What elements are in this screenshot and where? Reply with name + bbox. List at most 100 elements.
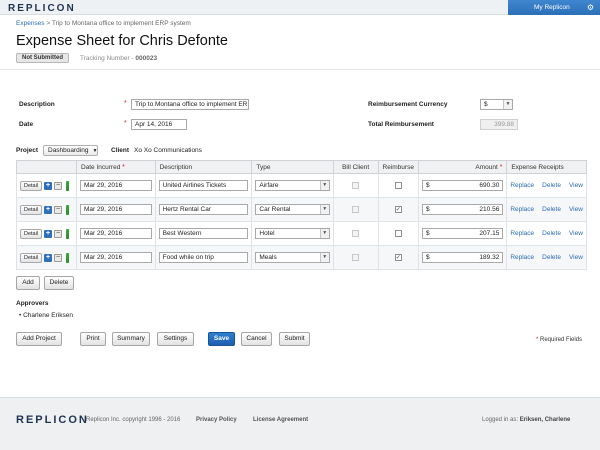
cell-type: Meals ▼ [251, 245, 334, 270]
header-amount-label: Amount [475, 163, 498, 171]
bill-client-checkbox[interactable] [352, 182, 360, 189]
currency-label: Reimbursement Currency [368, 101, 448, 108]
dropdown-arrow-icon: ▼ [319, 181, 329, 190]
detail-button[interactable]: Detail [20, 204, 43, 215]
submit-button[interactable]: Submit [279, 332, 310, 346]
cell-description: Food while on trip [154, 245, 253, 270]
add-row-icon[interactable]: + [44, 205, 53, 214]
bill-client-checkbox[interactable] [352, 230, 360, 237]
type-value: Airfare [259, 182, 279, 189]
dropdown-arrow-icon: ▼ [319, 229, 329, 238]
settings-button[interactable]: Settings [157, 332, 194, 346]
description-input[interactable]: Trip to Montana office to implement ERI [131, 99, 249, 110]
table-row: Detail + − Mar 29, 2016 Hertz Rental Car Car … [16, 197, 587, 222]
drag-handle-icon[interactable] [66, 252, 70, 263]
required-marker: * [122, 163, 125, 171]
expense-table: Date Incurred * Description Type Bill Cl… [16, 160, 587, 270]
add-row-icon[interactable]: + [44, 181, 53, 190]
cell-reimburse [377, 173, 419, 198]
description-input[interactable]: Best Western [158, 228, 249, 239]
detail-button[interactable]: Detail [20, 228, 43, 239]
drag-handle-icon[interactable] [66, 204, 70, 215]
delete-receipt-link[interactable]: Delete [542, 230, 561, 237]
description-input[interactable]: United Airlines Tickets [158, 180, 249, 191]
delete-receipt-link[interactable]: Delete [542, 254, 561, 261]
tracking-label: Tracking Number - [80, 55, 136, 62]
amount-input[interactable]: $210.56 [421, 204, 504, 215]
delete-row-button[interactable]: Delete [44, 276, 74, 290]
dropdown-arrow-icon: ▼ [92, 148, 98, 154]
view-receipt-link[interactable]: View [568, 230, 583, 237]
currency-select[interactable]: $ ▼ [480, 99, 513, 110]
reimburse-checkbox[interactable]: ✓ [394, 254, 402, 261]
amount-value: 690.30 [479, 182, 500, 189]
row-tools: Detail + − [16, 197, 77, 222]
view-receipt-link[interactable]: View [568, 182, 583, 189]
my-replicon-menu[interactable]: My Replicon ⚙ [508, 0, 600, 15]
detail-button[interactable]: Detail [20, 252, 43, 263]
detail-button[interactable]: Detail [20, 180, 43, 191]
replace-receipt-link[interactable]: Replace [510, 206, 535, 213]
replace-receipt-link[interactable]: Replace [510, 230, 535, 237]
header-bill-client: Bill Client [332, 160, 379, 174]
header-date-label: Date Incurred [80, 163, 121, 171]
view-receipt-link[interactable]: View [568, 254, 583, 261]
type-select[interactable]: Hotel ▼ [255, 228, 330, 239]
view-receipt-link[interactable]: View [568, 206, 583, 213]
type-select[interactable]: Meals ▼ [255, 252, 330, 263]
print-button[interactable]: Print [80, 332, 106, 346]
amount-input[interactable]: $690.30 [421, 180, 504, 191]
add-row-button[interactable]: Add [16, 276, 40, 290]
add-row-icon[interactable]: + [44, 229, 53, 238]
cancel-button[interactable]: Cancel [241, 332, 272, 346]
license-agreement-link[interactable]: License Agreement [253, 417, 309, 423]
amount-input[interactable]: $189.32 [421, 252, 504, 263]
type-value: Car Rental [259, 206, 291, 213]
add-row-icon[interactable]: + [44, 253, 53, 262]
reimburse-checkbox[interactable] [394, 182, 402, 189]
required-fields-label: Required Fields [540, 337, 583, 343]
date-incurred-input[interactable]: Mar 29, 2016 [79, 252, 152, 263]
add-project-button[interactable]: Add Project [16, 332, 62, 346]
footer-copyright: Replicon Inc. copyright 1996 - 2016 [86, 417, 181, 423]
gear-icon[interactable]: ⚙ [586, 3, 594, 12]
privacy-policy-link[interactable]: Privacy Policy [196, 417, 237, 423]
description-input[interactable]: Hertz Rental Car [158, 204, 249, 215]
remove-row-icon[interactable]: − [54, 253, 63, 262]
drag-handle-icon[interactable] [66, 180, 70, 191]
bill-client-checkbox[interactable] [352, 254, 360, 261]
save-button[interactable]: Save [208, 332, 235, 346]
cell-reimburse: ✓ [377, 245, 419, 270]
date-incurred-input[interactable]: Mar 29, 2016 [79, 204, 152, 215]
cell-receipts: Replace Delete View [506, 245, 587, 270]
type-select[interactable]: Car Rental ▼ [255, 204, 330, 215]
type-select[interactable]: Airfare ▼ [255, 180, 330, 191]
project-select[interactable]: Dashboarding ▼ [43, 145, 98, 156]
drag-handle-icon[interactable] [66, 228, 70, 239]
remove-row-icon[interactable]: − [54, 205, 63, 214]
replace-receipt-link[interactable]: Replace [510, 182, 535, 189]
breadcrumb-expenses-link[interactable]: Expenses [16, 20, 45, 27]
cell-bill-client [332, 173, 379, 198]
date-incurred-input[interactable]: Mar 29, 2016 [79, 228, 152, 239]
date-input[interactable]: Apr 14, 2016 [131, 119, 187, 130]
remove-row-icon[interactable]: − [54, 229, 63, 238]
expense-rows: Detail + − Mar 29, 2016 United Airlines Tick… [16, 173, 587, 270]
delete-receipt-link[interactable]: Delete [542, 182, 561, 189]
delete-receipt-link[interactable]: Delete [542, 206, 561, 213]
summary-button[interactable]: Summary [112, 332, 150, 346]
date-incurred-input[interactable]: Mar 29, 2016 [79, 180, 152, 191]
replace-receipt-link[interactable]: Replace [510, 254, 535, 261]
remove-row-icon[interactable]: − [54, 181, 63, 190]
amount-input[interactable]: $207.15 [421, 228, 504, 239]
currency-symbol: $ [425, 230, 430, 237]
checkbox-icon: ✓ [395, 255, 401, 261]
status-badge: Not Submitted [16, 53, 69, 63]
dropdown-arrow-icon: ▼ [319, 205, 329, 214]
reimburse-checkbox[interactable] [394, 230, 402, 237]
reimburse-checkbox[interactable]: ✓ [394, 206, 402, 213]
cell-receipts: Replace Delete View [506, 221, 587, 246]
bill-client-checkbox[interactable] [352, 206, 360, 213]
replicon-logo[interactable]: REPLICON [8, 3, 76, 14]
description-input[interactable]: Food while on trip [158, 252, 249, 263]
